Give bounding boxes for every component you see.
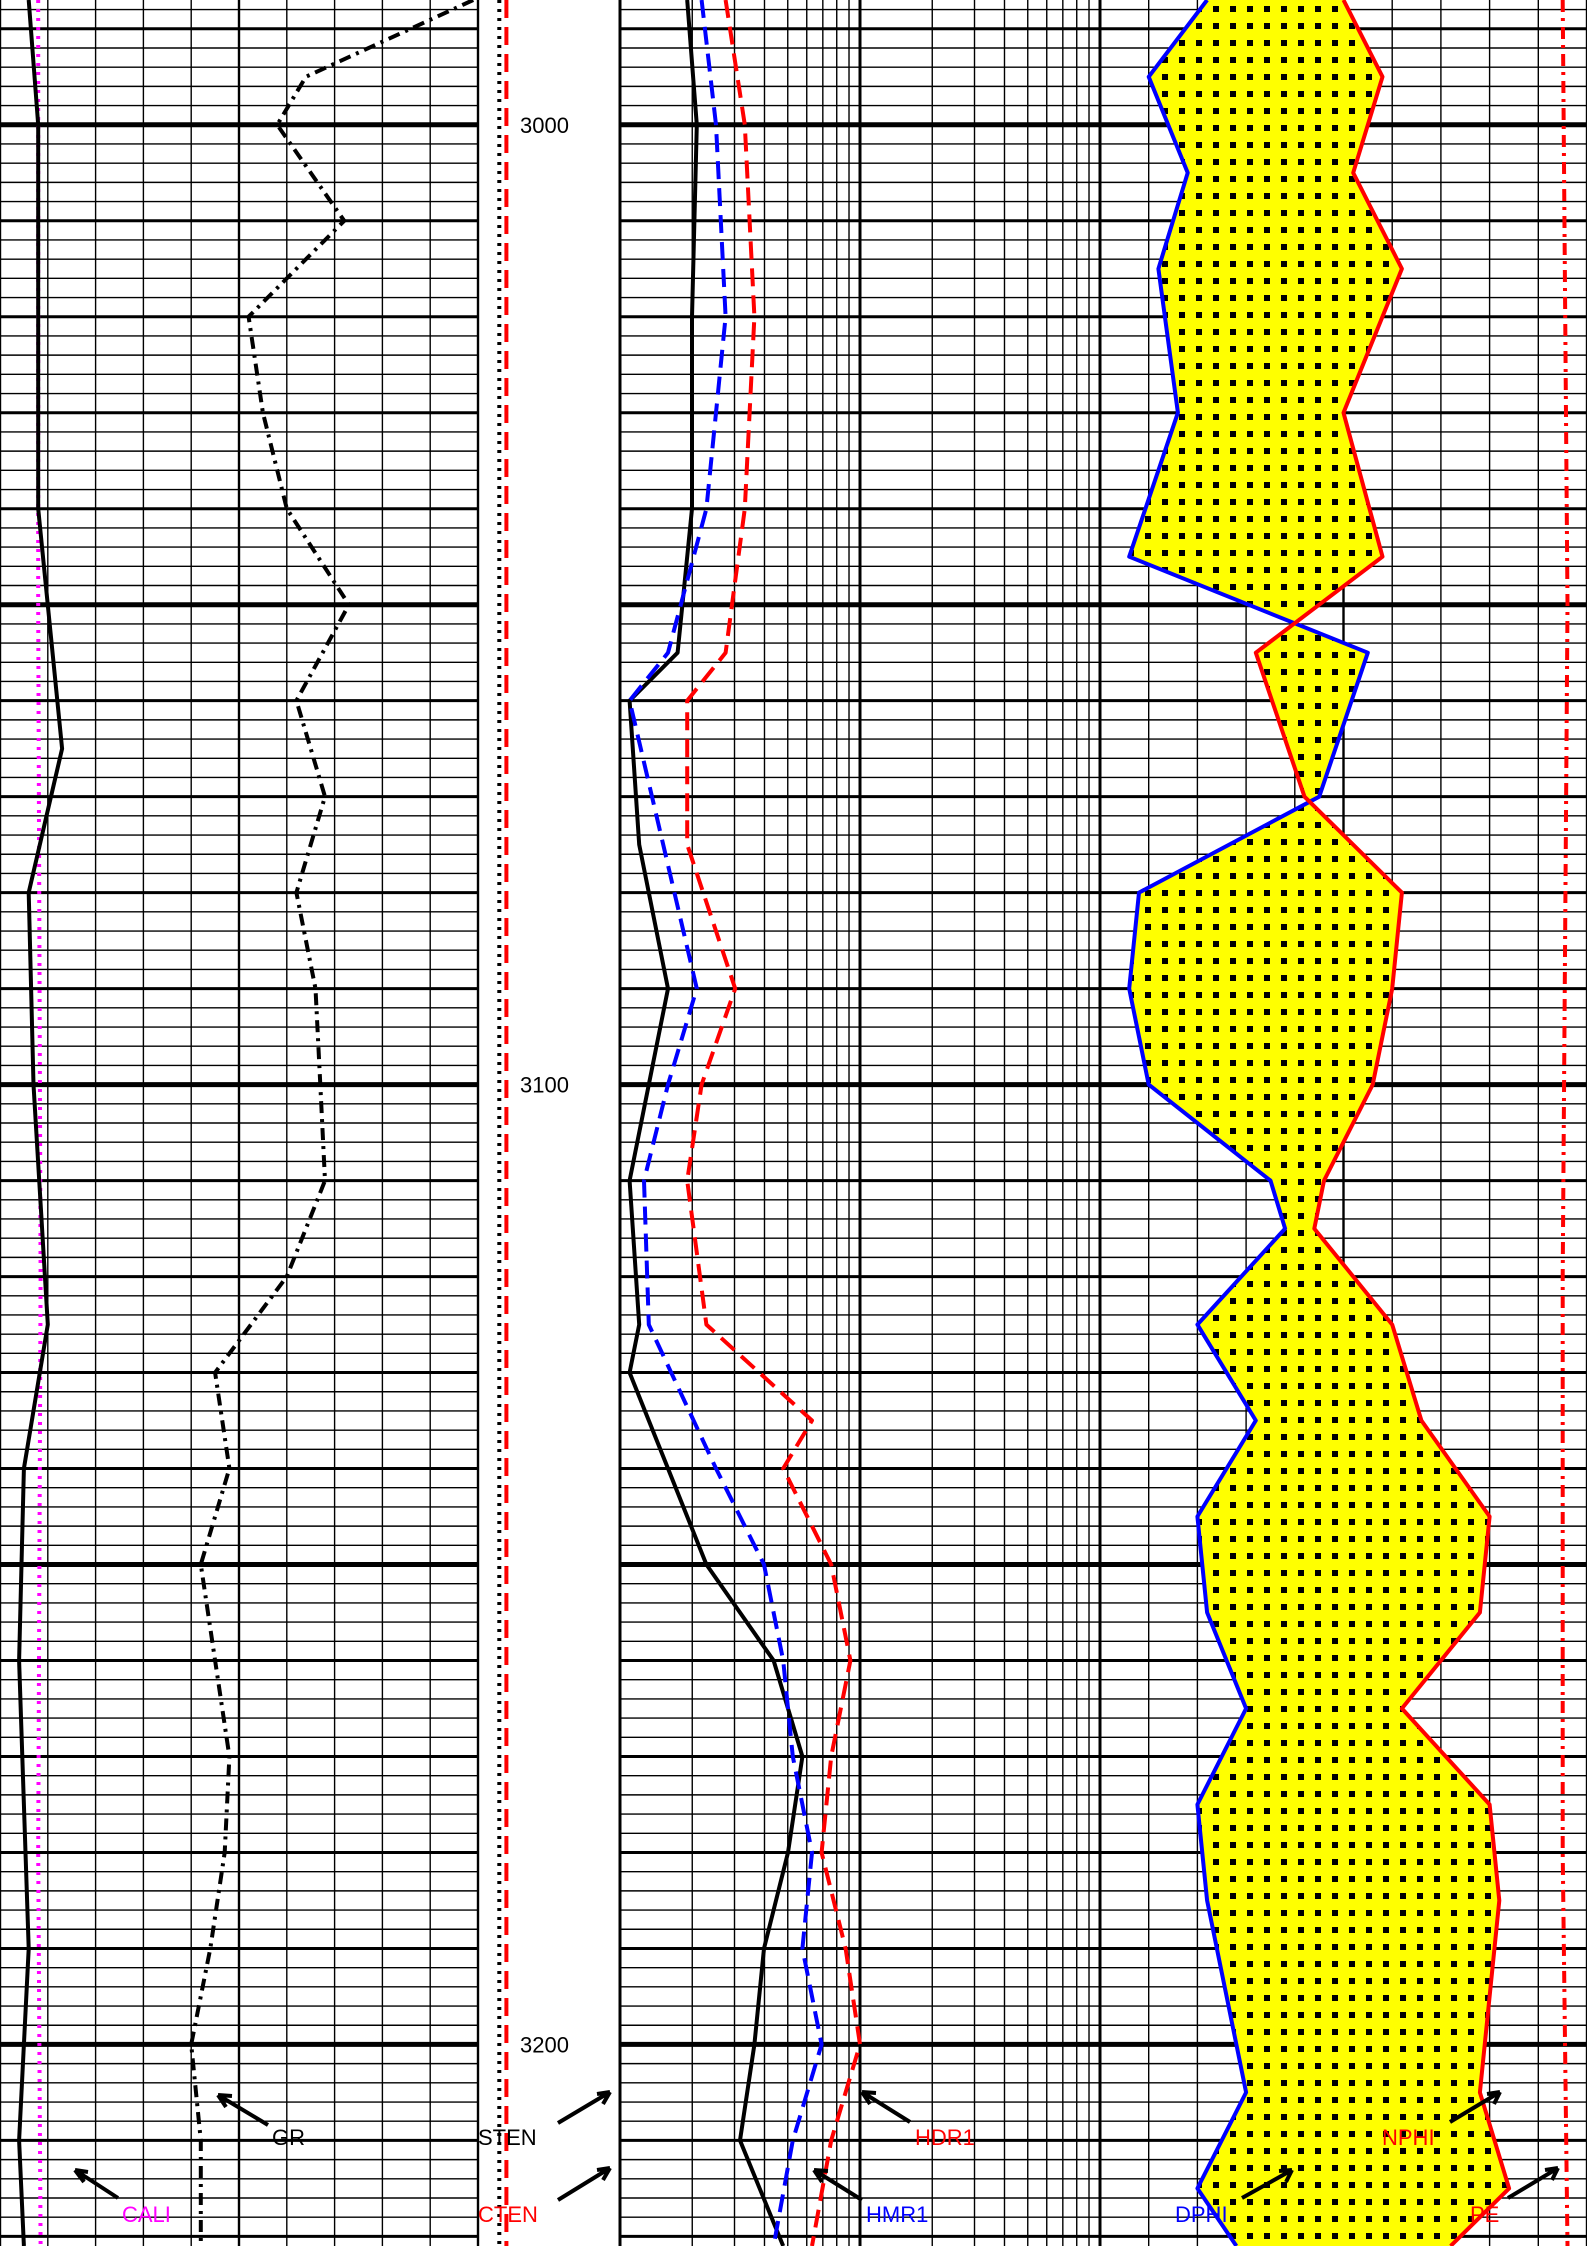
curve-pe bbox=[1560, 0, 1570, 2246]
arrow-hdr1 bbox=[860, 2090, 912, 2124]
depth-labels: 3000 3100 3200 bbox=[520, 113, 569, 2058]
depth-tick-label: 3100 bbox=[520, 1073, 569, 1098]
arrow-pe bbox=[1506, 2166, 1560, 2200]
arrow-nphi bbox=[1448, 2090, 1502, 2124]
label-hmr1: HMR1 bbox=[866, 2202, 928, 2227]
label-dphi: DPHI bbox=[1175, 2202, 1228, 2227]
label-hdr1: HDR1 bbox=[915, 2125, 975, 2150]
curve-unlabeled-solid bbox=[17, 0, 65, 2246]
curve-hdr1 bbox=[685, 0, 862, 2246]
arrow-dphi bbox=[1241, 2168, 1294, 2200]
curve-dphi bbox=[1127, 0, 1370, 2246]
label-arrows bbox=[73, 2090, 1560, 2202]
curve-gr bbox=[189, 0, 475, 2246]
curve-unlabeled-solid bbox=[627, 0, 805, 2246]
curve-nphi bbox=[1253, 0, 1512, 2246]
dphi-nphi-crossover-fill bbox=[1129, 0, 1510, 2246]
label-cten: CTEN bbox=[478, 2202, 538, 2227]
depth-tick-label: 3200 bbox=[520, 2032, 569, 2057]
curve-labels: CALI GR STEN CTEN HDR1 HMR1 DPHI NPHI PE bbox=[122, 2125, 1499, 2227]
arrow-hmr1 bbox=[812, 2168, 864, 2202]
arrow-sten bbox=[556, 2090, 612, 2125]
curves bbox=[17, 0, 1570, 2246]
label-cali: CALI bbox=[122, 2202, 171, 2227]
label-pe: PE bbox=[1470, 2202, 1499, 2227]
label-gr: GR bbox=[272, 2125, 305, 2150]
arrow-cali bbox=[73, 2168, 120, 2200]
porosity-fill bbox=[1129, 0, 1510, 2246]
depth-tick-label: 3000 bbox=[520, 113, 569, 138]
arrow-cten bbox=[556, 2166, 612, 2202]
label-nphi: NPHI bbox=[1382, 2125, 1435, 2150]
arrow-gr bbox=[216, 2093, 270, 2127]
curve-hmr1 bbox=[627, 0, 824, 2246]
label-sten: STEN bbox=[478, 2125, 537, 2150]
